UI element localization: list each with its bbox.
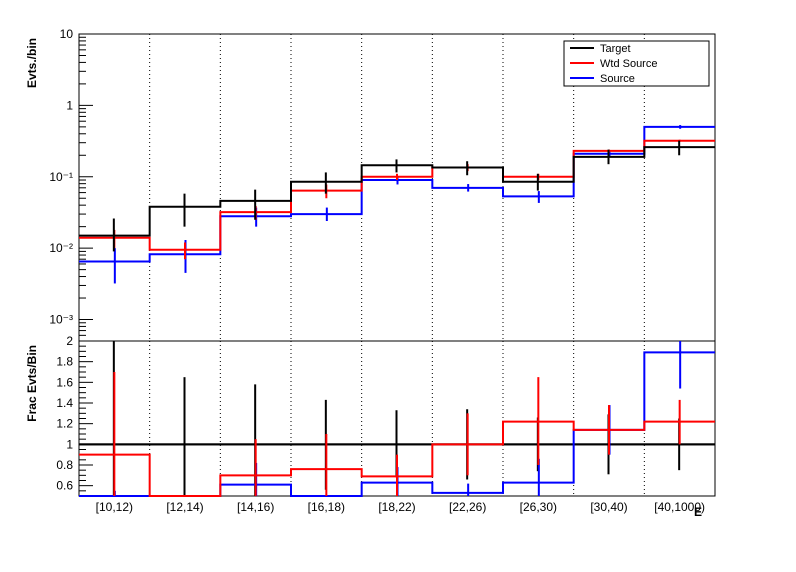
y-axis-title: Evts./bin <box>25 38 39 88</box>
x-tick-label: [18,22) <box>378 500 415 514</box>
x-axis-title: E <box>694 505 702 519</box>
y-tick-label: 0.8 <box>56 458 73 472</box>
x-tick-label: [26,30) <box>520 500 557 514</box>
y-tick-label: 10⁻¹ <box>49 170 73 184</box>
legend-label: Wtd Source <box>600 58 657 70</box>
x-tick-label: [16,18) <box>308 500 345 514</box>
legend-label: Target <box>600 43 631 55</box>
y-tick-label: 0.6 <box>56 479 73 493</box>
x-tick-label: [10,12) <box>96 500 133 514</box>
y-tick-label: 1.4 <box>56 396 73 410</box>
x-tick-label: [14,16) <box>237 500 274 514</box>
legend-label: Source <box>600 73 635 85</box>
x-tick-label: [30,40) <box>590 500 627 514</box>
x-tick-label: [40,1000) <box>654 500 705 514</box>
y-tick-label: 2 <box>66 334 73 348</box>
y-tick-label: 1.8 <box>56 355 73 369</box>
y-tick-label: 10 <box>60 27 74 41</box>
y-tick-label: 1 <box>66 437 73 451</box>
y-tick-label: 1.2 <box>56 417 73 431</box>
y-tick-label: 10⁻² <box>49 241 73 255</box>
y-tick-label: 1 <box>66 98 73 112</box>
y-axis-title: Frac Evts/Bin <box>25 345 39 422</box>
y-tick-label: 1.6 <box>56 375 73 389</box>
x-tick-label: [22,26) <box>449 500 486 514</box>
x-tick-label: [12,14) <box>166 500 203 514</box>
top-source-histogram <box>79 125 715 263</box>
y-tick-label: 10⁻³ <box>49 313 73 327</box>
